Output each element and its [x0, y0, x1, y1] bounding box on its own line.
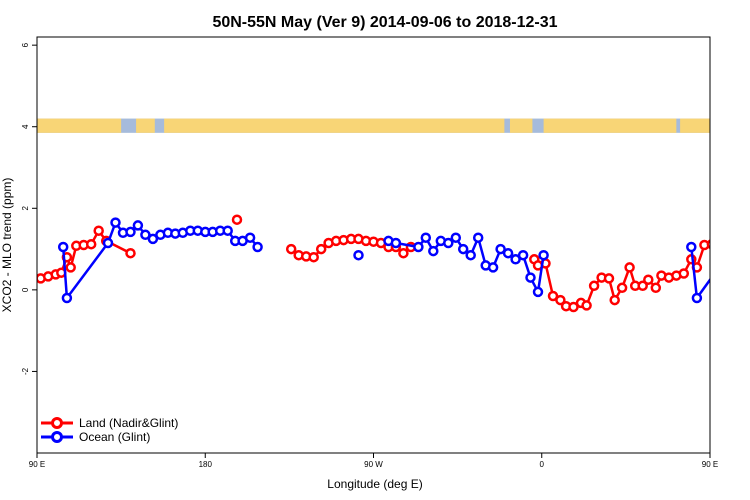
series-0-point-44 [624, 262, 635, 273]
series-1-point-27 [420, 232, 432, 243]
series-0-point-59 [728, 238, 736, 246]
series-1-point-0 [57, 241, 69, 253]
series-0-point-57 [715, 239, 723, 247]
series-0-point-8 [85, 238, 97, 250]
series-1-point-3 [110, 217, 121, 228]
series-1-point-7 [140, 229, 151, 241]
y-tick-label-3: 4 [21, 124, 30, 129]
series-1-point-21 [244, 232, 256, 243]
series-1-point-36 [487, 262, 499, 273]
series-0-point-41 [603, 273, 615, 284]
series-0-point-58 [723, 226, 731, 234]
series-1-point-38 [502, 247, 514, 259]
series-0-point-5 [65, 262, 76, 273]
series-0-point-36 [568, 301, 579, 313]
chart-title: 50N-55N May (Ver 9) 2014-09-06 to 2018-1… [212, 14, 557, 31]
series-1-point-44 [686, 241, 697, 253]
series-1-point-22 [252, 241, 263, 253]
series-0-point-16 [308, 251, 319, 263]
series-1-point-30 [443, 237, 454, 249]
series-0-point-28 [398, 247, 409, 259]
y-axis-label: XCO2 - MLO trend (ppm) [0, 178, 14, 313]
series-0-point-33 [547, 290, 559, 302]
x-axis-label: Longitude (deg E) [327, 477, 422, 491]
series-0 [37, 214, 744, 313]
legend-marker-ocean [51, 431, 63, 443]
series-0-point-11 [125, 247, 136, 259]
land-band-segment-0 [37, 118, 122, 133]
y-tick-label-4: 6 [21, 42, 30, 47]
series-1-point-39 [510, 254, 521, 265]
series-0-point-12 [231, 214, 243, 225]
series-0-point-42 [609, 294, 620, 306]
series-0-point-56 [706, 239, 710, 250]
series-1-point-40 [517, 249, 529, 261]
series-1-point-6 [132, 220, 144, 231]
series-1-point-43 [538, 249, 549, 261]
series-1-point-23 [353, 249, 364, 261]
y-axis: -2 0 2 4 6 [21, 42, 37, 375]
x-tick-label-2: 90 W [364, 460, 383, 469]
legend-label-ocean: Ocean (Glint) [79, 430, 150, 444]
land-band-segment-4 [543, 118, 677, 133]
x-tick-label-1: 180 [199, 460, 213, 469]
land-band-segment-1 [136, 118, 155, 133]
series-0-line-2 [533, 243, 710, 309]
series-0-point-17 [315, 243, 327, 255]
series-0-point-38 [581, 300, 592, 311]
series-1-point-31 [450, 232, 462, 243]
series-1 [57, 217, 750, 304]
series-0-point-9 [93, 225, 104, 236]
series-1-point-8 [147, 233, 159, 245]
y-tick-label-2: 2 [21, 206, 30, 211]
series-0-point-43 [616, 282, 628, 294]
series-0-point-60 [736, 220, 744, 228]
series-1-point-2 [102, 237, 114, 249]
series-1-point-1 [61, 292, 73, 304]
series-1-point-26 [413, 241, 424, 253]
x-tick-label-3: 0 [540, 460, 545, 469]
land-band-segment-5 [680, 118, 710, 133]
series-0-point-47 [643, 274, 654, 285]
legend-label-land: Land (Nadir&Glint) [79, 416, 178, 430]
x-tick-label-0: 90 E [29, 460, 45, 469]
land-band-segment-3 [509, 118, 533, 133]
series-1-point-45 [691, 292, 703, 304]
series-1-point-41 [525, 272, 536, 283]
y-tick-label-0: -2 [21, 367, 30, 375]
series-0-point-52 [678, 268, 690, 279]
legend: Land (Nadir&Glint) Ocean (Glint) [41, 416, 178, 444]
land-band-segment-2 [164, 118, 505, 133]
series-1-point-47 [742, 219, 750, 227]
y-tick-label-1: 0 [21, 287, 30, 292]
series-1-point-46 [734, 237, 742, 245]
series-1-point-42 [532, 286, 544, 298]
land-ocean-band [37, 118, 710, 133]
series-0-point-13 [285, 243, 297, 255]
series-1-point-28 [428, 245, 439, 257]
legend-marker-land [51, 417, 63, 429]
series-layer [37, 214, 750, 313]
x-tick-label-4: 90 E [702, 460, 718, 469]
series-1-point-34 [472, 232, 484, 243]
series-1-point-32 [457, 243, 469, 255]
series-0-point-39 [588, 280, 600, 292]
x-axis: 90 E 180 90 W 0 90 E [29, 453, 718, 469]
series-0-point-46 [637, 280, 648, 292]
series-1-point-33 [465, 249, 476, 261]
series-0-point-34 [555, 294, 566, 306]
series-1-point-25 [390, 237, 402, 249]
series-1-point-5 [125, 226, 136, 238]
series-1-point-18 [222, 225, 233, 236]
series-1-point-37 [495, 243, 506, 255]
series-0-point-48 [650, 282, 662, 294]
